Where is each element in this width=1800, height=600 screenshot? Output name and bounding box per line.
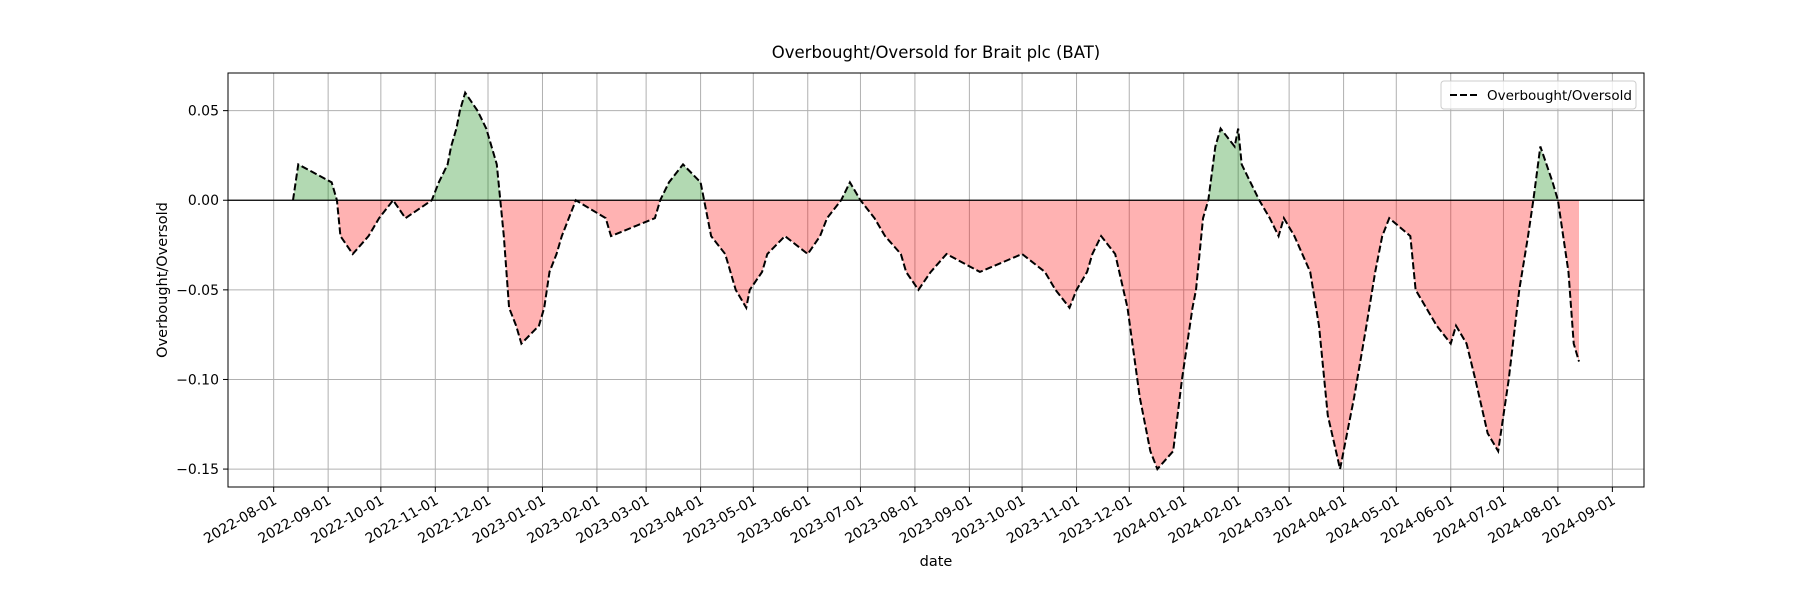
grid bbox=[228, 73, 1644, 487]
plot-frame bbox=[227, 72, 1645, 488]
lines bbox=[228, 90, 1644, 471]
y-axis-label: Overbought/Oversold bbox=[155, 202, 171, 358]
fills bbox=[293, 92, 1579, 470]
y-tick-label: −0.15 bbox=[176, 462, 219, 478]
series-line bbox=[292, 90, 1580, 471]
positive-fill bbox=[293, 92, 1558, 201]
legend-box bbox=[1440, 80, 1637, 110]
legend-label: Overbought/Oversold bbox=[1487, 88, 1632, 104]
negative-fill bbox=[293, 200, 1579, 470]
y-tick-label: −0.05 bbox=[176, 283, 219, 299]
y-tick-label: −0.10 bbox=[176, 372, 219, 388]
y-tick-label: 0.05 bbox=[188, 104, 219, 120]
x-axis-label: date bbox=[920, 554, 953, 570]
axes: −0.15−0.10−0.050.000.052022-08-012022-09… bbox=[176, 72, 1645, 547]
y-tick-label: 0.00 bbox=[188, 193, 219, 209]
chart-title: Overbought/Oversold for Brait plc (BAT) bbox=[772, 43, 1100, 62]
